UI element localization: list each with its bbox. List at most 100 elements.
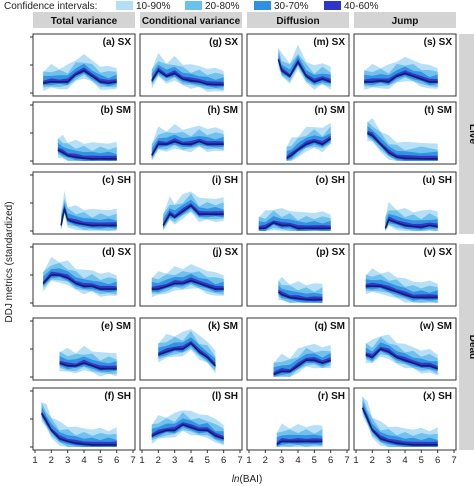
median-line xyxy=(151,69,224,86)
panel-frame xyxy=(139,317,243,381)
confidence-bands xyxy=(151,410,224,446)
x-axis-label-italic: ln xyxy=(232,474,240,485)
panel-s: (s) SX xyxy=(353,33,457,97)
confidence-bands xyxy=(365,268,438,303)
panel-frame xyxy=(139,33,243,97)
x-tick-label: 6 xyxy=(328,455,333,466)
x-tick-label: 3 xyxy=(65,455,70,466)
x-tick-label: 2 xyxy=(370,455,375,466)
legend-swatch xyxy=(116,1,133,10)
panel-frame xyxy=(246,101,350,165)
legend-swatch xyxy=(254,1,271,10)
panel-frame xyxy=(139,243,243,307)
panel-label: (n) SM xyxy=(314,105,345,116)
median-line xyxy=(158,342,217,367)
panel-label: (s) SX xyxy=(424,37,453,48)
x-tick-label: 6 xyxy=(435,455,440,466)
panel-frame xyxy=(139,171,243,235)
panel-p: (p) SX xyxy=(246,243,350,307)
confidence-bands xyxy=(384,201,438,231)
row-group-strip xyxy=(459,34,474,234)
confidence-bands xyxy=(286,122,332,161)
panel-label: (x) SH xyxy=(423,391,452,402)
panel-label: (c) SH xyxy=(102,175,131,186)
panel-k: (k) SM xyxy=(139,317,243,381)
confidence-bands xyxy=(57,134,117,161)
panel-label: (a) SX xyxy=(103,37,132,48)
panel-frame xyxy=(246,171,350,235)
panel-label: (v) SX xyxy=(424,247,453,258)
legend-entry-label: 10-90% xyxy=(136,1,171,12)
panel-label: (e) SM xyxy=(101,321,131,332)
median-line xyxy=(277,291,323,301)
column-headers: Total variance Conditional variance Diffus… xyxy=(33,12,456,28)
median-line xyxy=(286,137,332,159)
band-40-60% xyxy=(151,67,224,86)
confidence-bands xyxy=(158,329,217,374)
panel-f: (f) SH xyxy=(30,387,136,451)
median-line xyxy=(364,72,438,83)
x-axis-label: ln(BAI) xyxy=(232,474,263,485)
band-40-60% xyxy=(362,405,438,447)
legend: Confidence intervals: 10-90% 20-80% 30-70%… xyxy=(4,1,379,12)
x-tick-label: 7 xyxy=(237,455,242,466)
x-tick-label: 7 xyxy=(451,455,456,466)
column-header-label: Jump xyxy=(392,16,419,27)
median-line xyxy=(43,69,117,84)
panel-h: (h) SM xyxy=(139,101,243,165)
x-tick-label: 3 xyxy=(386,455,391,466)
panel-c: (c) SH xyxy=(30,171,136,235)
x-tick-label: 6 xyxy=(114,455,119,466)
panel-x: (x) SH xyxy=(353,387,457,451)
x-tick-label: 2 xyxy=(156,455,161,466)
legend-entry-label: 30-70% xyxy=(274,1,309,12)
panel-label: (f) SH xyxy=(104,391,131,402)
confidence-bands xyxy=(40,401,117,447)
x-tick-label: 1 xyxy=(32,455,37,466)
legend-swatch xyxy=(324,1,341,10)
panels: (a) SX (g) SX (m) SX (s) SX (b) SM (h) SM (n) … xyxy=(30,33,457,451)
row-group-strips: Live Dead xyxy=(459,34,474,450)
band-40-60% xyxy=(278,289,323,302)
panel-label: (p) SX xyxy=(316,247,345,258)
confidence-bands xyxy=(277,44,331,90)
x-tick-label: 6 xyxy=(221,455,226,466)
panel-n: (n) SM xyxy=(246,101,350,165)
median-line xyxy=(57,149,117,160)
confidence-bands xyxy=(367,117,438,161)
panel-label: (i) SH xyxy=(212,175,238,186)
confidence-bands xyxy=(151,264,224,298)
x-tick-label: 1 xyxy=(246,455,251,466)
legend-entry-label: 20-80% xyxy=(205,1,240,12)
x-tick-label: 1 xyxy=(353,455,358,466)
x-tick-label: 2 xyxy=(263,455,268,466)
confidence-bands xyxy=(277,276,323,303)
panel-w: (w) SM xyxy=(353,317,457,381)
panel-l: (l) SH xyxy=(139,387,243,451)
median-line xyxy=(162,204,224,226)
median-line xyxy=(258,221,331,229)
band-40-60% xyxy=(258,220,331,230)
median-line xyxy=(273,359,331,375)
median-line xyxy=(151,140,224,156)
row-group-strip xyxy=(459,244,474,450)
confidence-bands xyxy=(151,124,224,161)
panel-frame xyxy=(353,171,457,235)
x-tick-label: 5 xyxy=(98,455,103,466)
panel-i: (i) SH xyxy=(139,171,243,235)
panel-frame xyxy=(139,101,243,165)
legend-entry-label: 40-60% xyxy=(344,1,379,12)
panel-frame xyxy=(246,33,350,97)
panel-frame xyxy=(353,243,457,307)
legend-title: Confidence intervals: xyxy=(4,1,97,12)
panel-label: (o) SH xyxy=(316,175,345,186)
median-line xyxy=(42,274,117,290)
median-line xyxy=(361,407,438,446)
panel-label: (q) SM xyxy=(314,321,345,332)
column-header-strip xyxy=(33,12,135,28)
column-header-label: Diffusion xyxy=(276,16,319,27)
confidence-bands xyxy=(273,343,331,377)
median-line xyxy=(59,362,117,370)
